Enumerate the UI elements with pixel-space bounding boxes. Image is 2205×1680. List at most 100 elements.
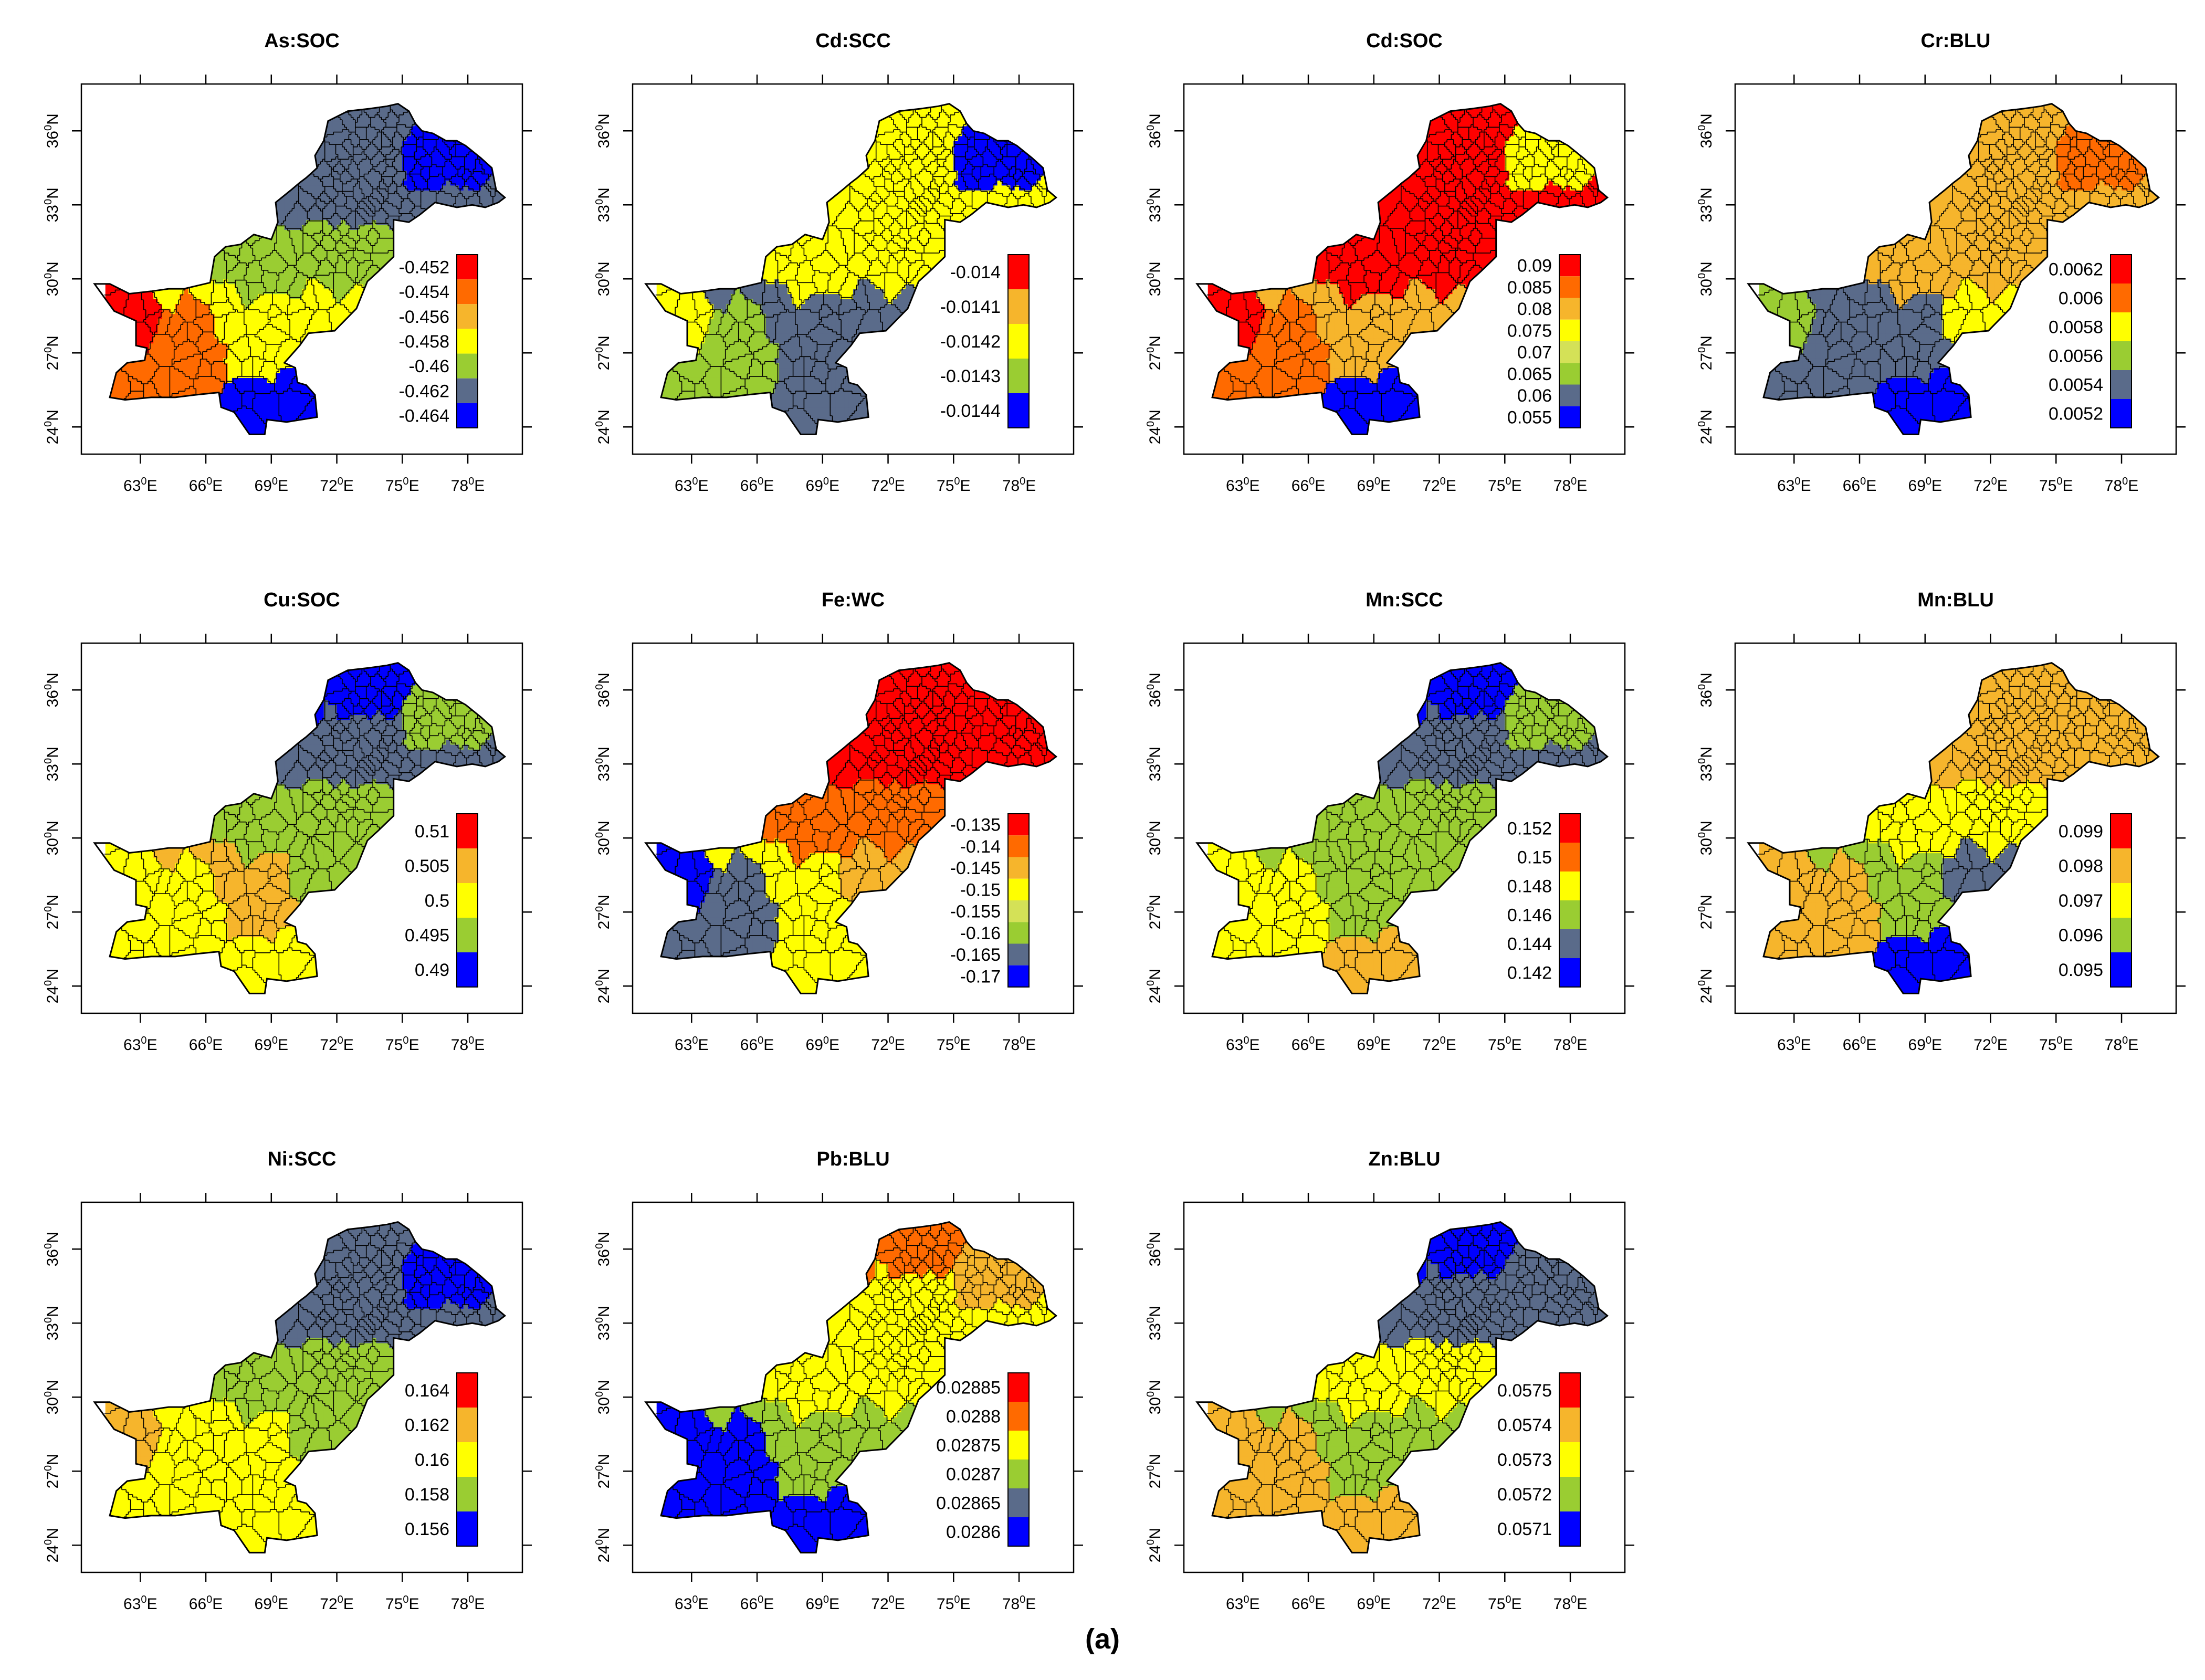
district	[166, 422, 171, 427]
district	[249, 274, 254, 279]
district	[145, 328, 150, 333]
district	[394, 363, 398, 368]
district	[210, 210, 215, 215]
district	[354, 358, 359, 363]
district	[110, 333, 114, 339]
district	[228, 289, 233, 294]
district	[206, 171, 211, 176]
district	[236, 195, 241, 201]
district	[477, 210, 481, 215]
district	[398, 368, 403, 373]
district	[481, 402, 486, 407]
district	[228, 353, 233, 358]
district	[490, 348, 495, 353]
district	[254, 303, 259, 309]
district	[302, 422, 307, 427]
district	[490, 239, 495, 245]
district	[180, 397, 184, 403]
district	[503, 343, 508, 349]
district	[503, 185, 508, 191]
district	[228, 363, 233, 368]
district	[162, 279, 167, 284]
district	[145, 284, 150, 289]
district	[106, 427, 110, 432]
district	[428, 249, 433, 255]
district	[136, 417, 141, 423]
district	[389, 343, 394, 349]
district	[228, 205, 233, 210]
district	[171, 215, 176, 220]
district	[245, 254, 250, 259]
district	[433, 235, 438, 240]
district	[236, 303, 241, 309]
district	[464, 200, 468, 205]
district	[503, 397, 508, 403]
district	[450, 299, 455, 304]
district	[468, 220, 472, 225]
district	[197, 279, 202, 284]
district	[315, 319, 320, 324]
district	[223, 210, 228, 215]
district	[368, 284, 372, 289]
district	[494, 348, 499, 353]
district	[254, 205, 259, 210]
district	[285, 279, 289, 284]
district	[332, 363, 337, 368]
district	[472, 229, 477, 235]
district	[341, 368, 346, 373]
district	[127, 205, 132, 210]
district	[110, 245, 114, 250]
district	[337, 313, 342, 319]
district	[210, 284, 215, 289]
district	[485, 235, 490, 240]
district	[197, 239, 202, 245]
district	[258, 210, 263, 215]
district	[145, 180, 150, 185]
district	[368, 328, 372, 333]
district	[219, 175, 224, 181]
district	[350, 235, 355, 240]
district	[184, 383, 188, 388]
district	[262, 319, 267, 324]
district	[106, 377, 110, 383]
district	[311, 402, 316, 407]
district	[153, 210, 158, 215]
district	[193, 407, 197, 413]
district	[385, 313, 390, 319]
district	[394, 397, 398, 403]
district	[193, 363, 197, 368]
district	[472, 235, 477, 240]
district	[350, 373, 355, 378]
district	[363, 393, 368, 398]
district	[145, 190, 150, 195]
district	[376, 412, 381, 417]
district	[171, 402, 176, 407]
district	[337, 373, 342, 378]
district	[232, 299, 237, 304]
district	[503, 249, 508, 255]
district	[481, 363, 486, 368]
district	[219, 210, 224, 215]
district	[215, 328, 219, 333]
district	[202, 299, 206, 304]
district	[407, 205, 412, 210]
district	[236, 422, 241, 427]
district	[332, 432, 337, 437]
district	[110, 402, 114, 407]
district	[127, 417, 132, 423]
district	[485, 171, 490, 176]
district	[180, 210, 184, 215]
district	[258, 249, 263, 255]
district	[158, 205, 163, 210]
district	[446, 220, 451, 225]
district	[145, 210, 150, 215]
district	[258, 363, 263, 368]
district	[311, 377, 316, 383]
district	[158, 353, 163, 358]
district	[110, 412, 114, 417]
district	[193, 190, 197, 195]
district	[359, 303, 363, 309]
district	[341, 407, 346, 413]
district	[197, 289, 202, 294]
district	[381, 289, 385, 294]
